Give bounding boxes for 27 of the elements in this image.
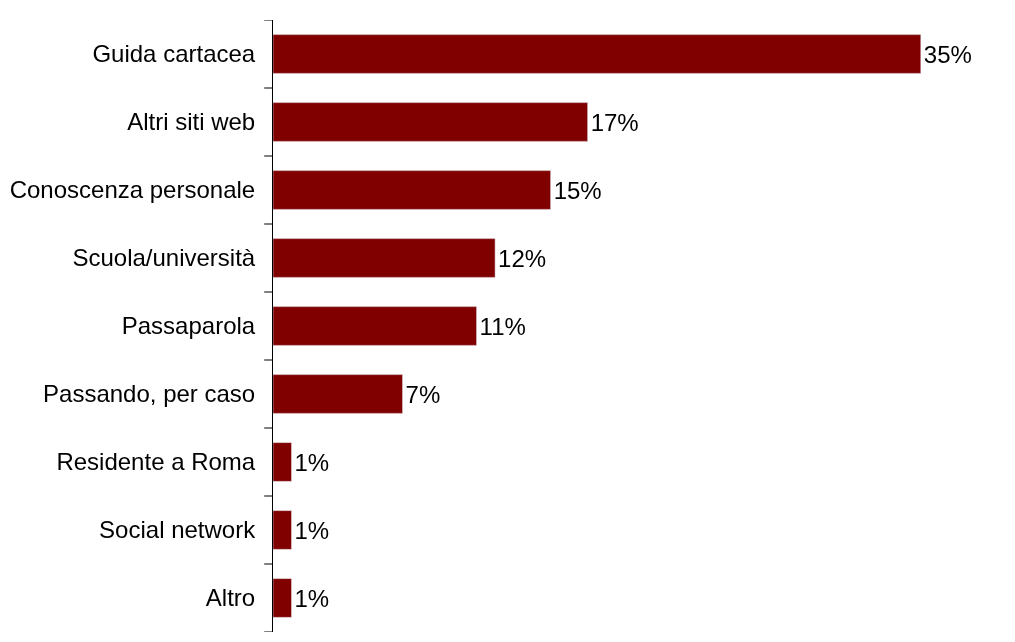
bar <box>273 306 477 346</box>
bar <box>273 238 496 278</box>
data-label: 1% <box>294 516 330 544</box>
bar <box>273 34 922 74</box>
bar <box>273 442 292 482</box>
bar <box>273 374 403 414</box>
y-tick-label: Scuola/università <box>72 244 256 272</box>
bar <box>273 170 551 210</box>
bar <box>273 578 292 618</box>
data-label: 7% <box>405 380 441 408</box>
y-tick-label: Passando, per caso <box>43 380 256 408</box>
data-label: 12% <box>498 244 547 272</box>
data-label: 1% <box>294 448 330 476</box>
bar <box>273 102 588 142</box>
y-tick-label: Altri siti web <box>127 108 256 136</box>
data-label: 15% <box>553 176 602 204</box>
data-label: 35% <box>923 40 972 68</box>
y-tick-label: Conoscenza personale <box>9 176 256 204</box>
bar <box>273 510 292 550</box>
data-label: 17% <box>590 108 639 136</box>
data-label: 11% <box>479 312 526 340</box>
y-tick-label: Residente a Roma <box>56 448 256 476</box>
y-tick-label: Social network <box>99 516 257 544</box>
y-tick-label: Altro <box>205 584 256 612</box>
y-tick-label: Guida cartacea <box>92 40 256 68</box>
data-label: 1% <box>294 584 330 612</box>
y-tick-label: Passaparola <box>121 312 256 340</box>
